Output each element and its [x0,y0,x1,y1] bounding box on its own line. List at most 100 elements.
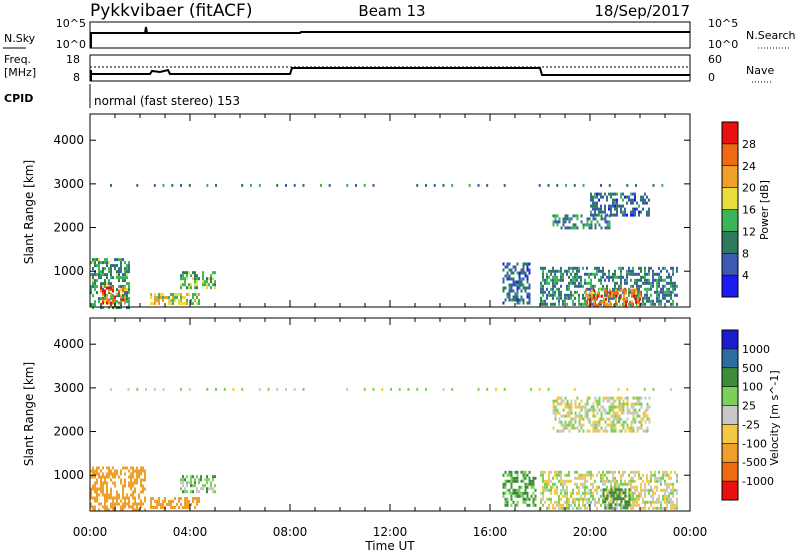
scatter-cell [110,292,112,296]
scatter-cell [528,286,531,290]
scatter-cell [150,500,152,503]
scatter-cell [204,283,206,287]
scatter-cell [591,297,593,301]
scatter-cell [610,488,613,492]
scatter-cell [604,220,607,224]
scatter-cell [610,414,613,418]
scatter-cell [166,296,168,299]
scatter-cell [190,484,192,488]
scatter-cell [546,281,548,285]
scatter-cell [140,502,142,506]
scatter-cell [208,478,210,482]
scatter-cell [626,281,628,285]
scatter-cell [614,479,616,483]
scatter-cell [568,293,570,297]
scatter-cell [595,294,597,298]
scatter-cell [602,488,605,492]
power-region [150,293,200,305]
scatter-cell [540,302,542,306]
scatter-cell [212,283,214,287]
scatter-cell [126,502,128,506]
scatter-cell [502,277,505,281]
scatter-cell [92,285,94,289]
scatter-cell [110,496,112,500]
scatter-cell [585,300,587,304]
scatter-cell [582,423,585,427]
scatter-cell [582,473,584,477]
scatter-cell [652,272,654,276]
scatter-cell [94,481,96,485]
velocity-cbar-swatch [722,405,738,425]
scatter-cell [632,402,635,406]
scatter-cell [560,414,563,418]
scatter-cell [646,426,649,430]
scatter-cell [616,491,618,495]
scatter-cell [106,481,108,485]
scatter-cell [672,500,674,504]
scatter-cell [508,277,511,281]
scatter-cell [112,505,114,509]
scatter-cell [596,402,599,406]
nsearch-tick-bottom: 10^0 [708,38,738,51]
scatter-cell [584,476,586,480]
scatter-cell [604,207,606,211]
scatter-cell [104,508,106,512]
power-ytick-4000: 4000 [53,133,84,147]
scatter-cell [646,488,648,492]
scatter-cell [656,284,658,288]
scatter-cell [116,300,118,304]
scatter-cell [644,485,646,489]
scatter-cell [646,500,648,504]
scatter-cell [164,500,166,503]
scatter-cell [346,387,349,391]
scatter-cell [594,423,597,427]
scatter-cell [152,302,154,305]
scatter-cell [503,387,506,391]
scatter-cell [616,482,618,486]
scatter-cell [648,491,650,495]
scatter-cell [672,494,674,498]
scatter-cell [171,183,174,187]
scatter-cell [636,426,639,430]
scatter-cell [623,300,625,304]
scatter-cell [120,297,122,301]
scatter-cell [144,469,146,473]
scatter-cell [610,503,613,507]
scatter-cell [574,281,576,285]
scatter-cell [623,294,625,298]
scatter-cell [634,278,636,282]
scatter-cell [608,488,610,492]
scatter-cell [198,293,200,296]
scatter-cell [576,214,579,218]
scatter-cell [604,426,607,430]
scatter-cell [602,405,605,409]
scatter-cell [676,497,678,501]
scatter-cell [578,302,580,306]
scatter-cell [598,223,601,227]
scatter-cell [592,217,595,221]
scatter-cell [660,488,662,492]
scatter-cell [186,286,188,290]
scatter-cell [451,183,454,187]
scatter-cell [602,500,605,504]
scatter-cell [618,429,621,433]
scatter-cell [560,226,563,230]
scatter-cell [522,265,525,269]
scatter-cell [670,278,672,282]
scatter-cell [110,493,112,497]
scatter-cell [128,267,130,271]
scatter-cell [174,497,176,500]
scatter-cell [124,505,126,509]
scatter-cell [618,494,621,498]
scatter-cell [124,499,126,503]
scatter-cell [150,293,152,296]
scatter-cell [96,291,98,295]
scatter-cell [184,503,186,506]
scatter-cell [644,269,646,273]
scatter-cell [646,405,649,409]
scatter-cell [90,502,92,506]
scatter-cell [616,506,618,510]
scatter-cell [122,258,124,262]
scatter-cell [635,288,637,292]
scatter-cell [632,494,634,498]
